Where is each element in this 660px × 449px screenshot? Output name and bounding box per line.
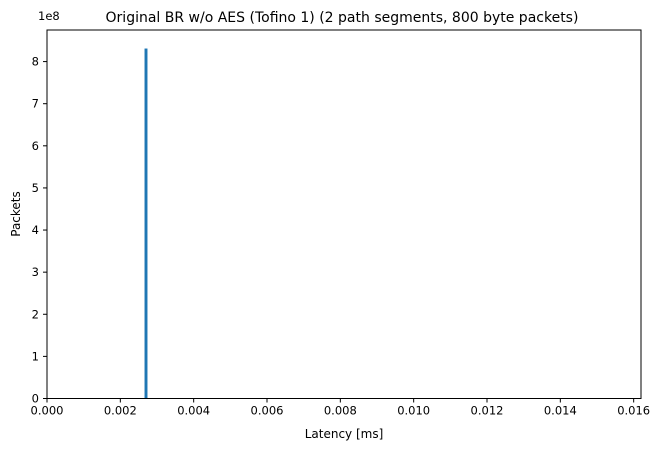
- chart-title: Original BR w/o AES (Tofino 1) (2 path s…: [106, 10, 579, 26]
- x-tick-label: 0.006: [251, 404, 284, 418]
- x-tick-label: 0.002: [104, 404, 137, 418]
- y-axis-label: Packets: [9, 191, 23, 237]
- y-tick-label: 5: [32, 181, 39, 195]
- y-axis-ticks: 0 1 2 3 4 5 6 7 8: [32, 55, 47, 406]
- y-tick-label: 3: [32, 265, 39, 279]
- x-tick-label: 0.014: [544, 404, 577, 418]
- bars-layer: [144, 48, 148, 399]
- y-tick-label: 8: [32, 55, 39, 69]
- x-tick-label: 0.008: [324, 404, 357, 418]
- y-tick-label: 7: [32, 97, 39, 111]
- x-tick-label: 0.016: [617, 404, 650, 418]
- y-tick-label: 1: [32, 349, 39, 363]
- x-axis-ticks: 0.000 0.002 0.004 0.006 0.008 0.010 0.012 0.014…: [31, 398, 650, 418]
- x-tick-label: 0.004: [177, 404, 210, 418]
- y-tick-label: 0: [32, 392, 39, 406]
- histogram-bar: [144, 48, 148, 399]
- x-tick-label: 0.010: [397, 404, 430, 418]
- plot-area-frame: [46, 29, 642, 399]
- x-tick-label: 0.012: [471, 404, 504, 418]
- x-axis-label: Latency [ms]: [305, 427, 384, 441]
- y-offset-text: 1e8: [38, 9, 60, 23]
- y-tick-label: 4: [32, 223, 39, 237]
- y-tick-label: 2: [32, 307, 39, 321]
- y-tick-label: 6: [32, 139, 39, 153]
- x-tick-label: 0.000: [31, 404, 64, 418]
